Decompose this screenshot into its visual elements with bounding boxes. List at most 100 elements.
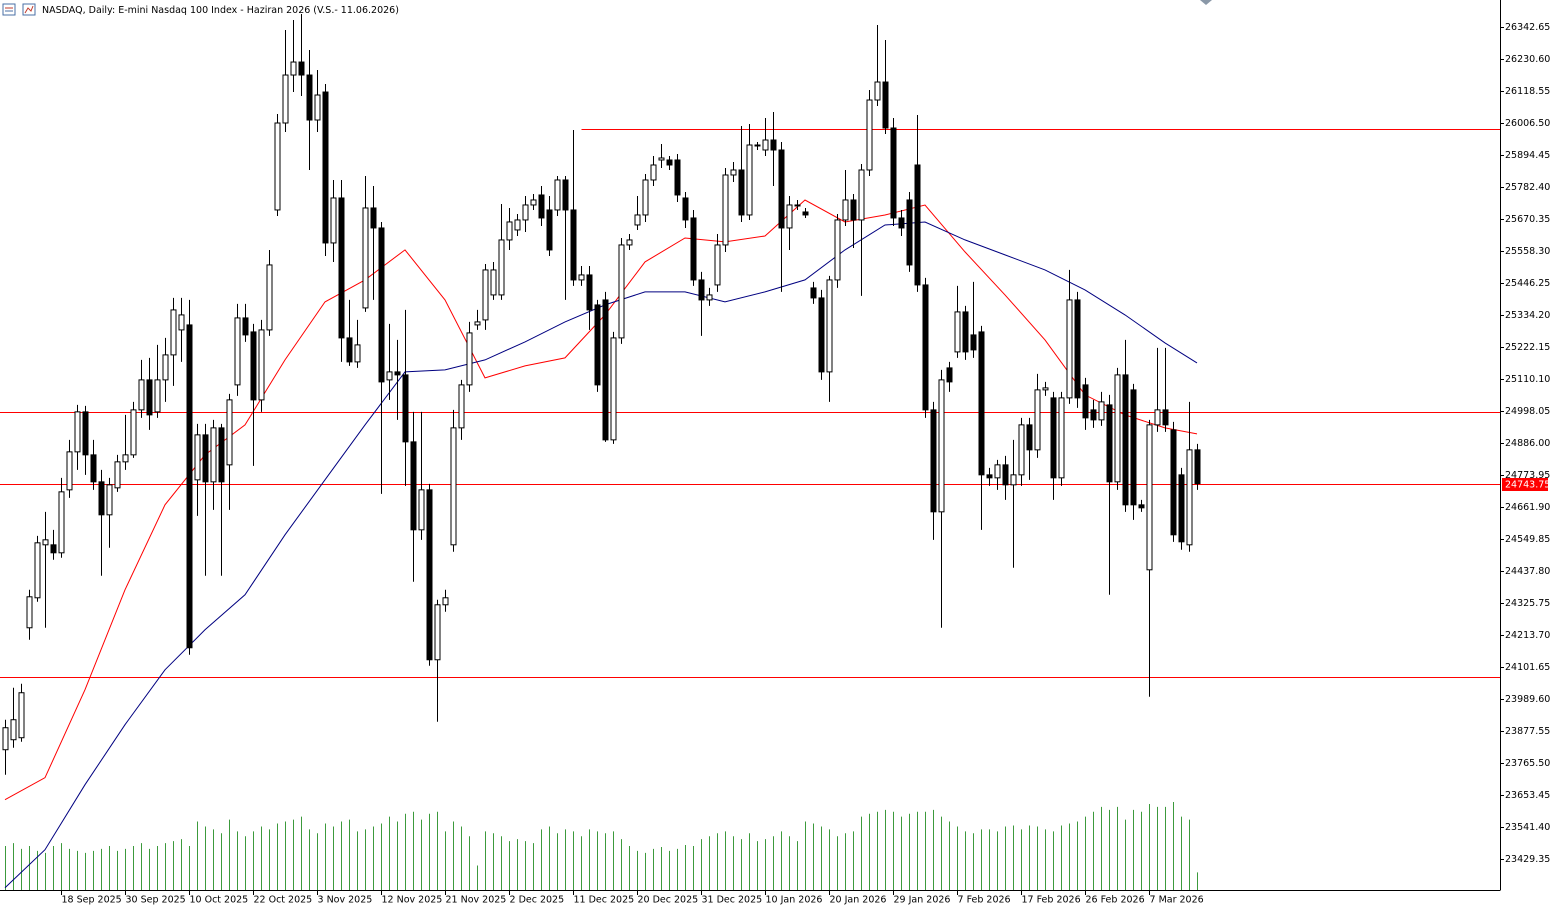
y-tick-label: 25446.25	[1505, 278, 1550, 289]
candle-body	[1082, 384, 1089, 419]
candle-body	[690, 217, 697, 281]
candle-body	[474, 321, 481, 326]
candle-body	[538, 194, 545, 219]
candle-body	[42, 539, 49, 546]
candle-body	[346, 337, 353, 363]
y-tick-label: 23653.45	[1505, 790, 1550, 801]
candle-body	[554, 179, 561, 211]
y-tick-label: 24549.85	[1505, 534, 1550, 545]
x-tick-label: 3 Nov 2025	[318, 895, 373, 906]
candle-body	[258, 329, 265, 401]
y-tick-label: 24325.75	[1505, 598, 1550, 609]
x-tick-label: 26 Feb 2026	[1086, 895, 1145, 906]
candle-body	[306, 74, 313, 121]
candle-body	[298, 61, 305, 76]
candle-body	[266, 264, 273, 331]
y-tick-label: 23541.40	[1505, 822, 1550, 833]
x-tick-label: 29 Jan 2026	[894, 895, 951, 906]
candle-body	[938, 379, 945, 513]
candle-body	[970, 334, 977, 351]
candle-body	[1114, 374, 1121, 483]
candle-body	[722, 174, 729, 246]
candle-body	[1074, 299, 1081, 399]
candle-body	[98, 481, 105, 516]
chart-icons	[2, 3, 36, 16]
candle-body	[330, 197, 337, 244]
x-tick-label: 20 Dec 2025	[638, 895, 699, 906]
candle-body	[1154, 409, 1161, 426]
chart-title: NASDAQ, Daily: E-mini Nasdaq 100 Index -…	[42, 5, 399, 16]
candle-body	[746, 144, 753, 216]
candle-body	[850, 199, 857, 221]
x-tick-label: 11 Dec 2025	[574, 895, 635, 906]
y-tick-label: 23765.50	[1505, 758, 1550, 769]
last-price-label: 24743.75	[1505, 480, 1550, 491]
candle-body	[1058, 397, 1065, 479]
candle-body	[82, 411, 89, 456]
candle-body	[954, 311, 961, 353]
candle-body	[162, 354, 169, 381]
candle-body	[74, 411, 81, 453]
candle-body	[114, 461, 121, 489]
shift-marker	[1200, 0, 1212, 5]
candle-body	[586, 274, 593, 311]
candle-body	[146, 379, 153, 416]
candle-body	[674, 159, 681, 196]
candle-body	[154, 379, 161, 413]
candle-body	[770, 139, 777, 151]
candle-body	[602, 299, 609, 441]
candle-body	[570, 209, 577, 281]
candle-body	[1066, 299, 1073, 399]
x-tick-label: 12 Nov 2025	[382, 895, 443, 906]
x-tick-label: 30 Sep 2025	[126, 895, 186, 906]
candle-body	[1042, 387, 1049, 391]
candle-body	[106, 484, 113, 516]
candle-body	[1106, 404, 1113, 483]
candle-body	[650, 164, 657, 181]
candle-body	[610, 337, 617, 441]
candle-body	[714, 244, 721, 286]
candle-body	[794, 204, 801, 207]
candle-body	[1026, 424, 1033, 451]
candle-body	[530, 199, 537, 206]
x-tick-label: 18 Sep 2025	[62, 895, 122, 906]
candle-body	[370, 207, 377, 229]
candle-body	[314, 94, 321, 121]
candle-body	[754, 144, 761, 147]
y-tick-label: 25558.30	[1505, 246, 1550, 257]
candle-body	[282, 74, 289, 124]
candle-body	[1130, 389, 1137, 506]
y-tick-label: 26118.55	[1505, 86, 1550, 97]
candle-body	[762, 139, 769, 151]
candle-body	[786, 204, 793, 229]
candle-body	[58, 491, 65, 554]
candle-body	[1138, 504, 1145, 509]
candle-body	[458, 384, 465, 429]
candle-body	[290, 61, 297, 76]
x-tick-label: 20 Jan 2026	[830, 895, 887, 906]
y-tick-label: 25222.15	[1505, 342, 1550, 353]
candle-body	[1002, 464, 1009, 486]
candle-body	[914, 164, 921, 286]
candle-body	[842, 199, 849, 221]
candle-body	[122, 454, 129, 463]
candle-body	[882, 81, 889, 129]
y-tick-label: 23429.35	[1505, 854, 1550, 865]
candle-body	[930, 409, 937, 513]
x-tick-label: 2 Dec 2025	[510, 895, 565, 906]
y-tick-label: 24998.05	[1505, 406, 1550, 417]
candle-body	[26, 596, 33, 629]
candle-body	[466, 332, 473, 386]
x-tick-label: 31 Dec 2025	[702, 895, 763, 906]
candle-body	[194, 434, 201, 481]
y-tick-label: 25782.40	[1505, 182, 1550, 193]
candle-body	[874, 81, 881, 101]
candle-body	[866, 99, 873, 171]
candle-body	[1162, 409, 1169, 426]
candle-body	[1050, 397, 1057, 479]
candle-body	[498, 239, 505, 296]
y-tick-label: 26230.60	[1505, 54, 1550, 65]
candle-body	[354, 344, 361, 363]
candle-body	[818, 297, 825, 373]
